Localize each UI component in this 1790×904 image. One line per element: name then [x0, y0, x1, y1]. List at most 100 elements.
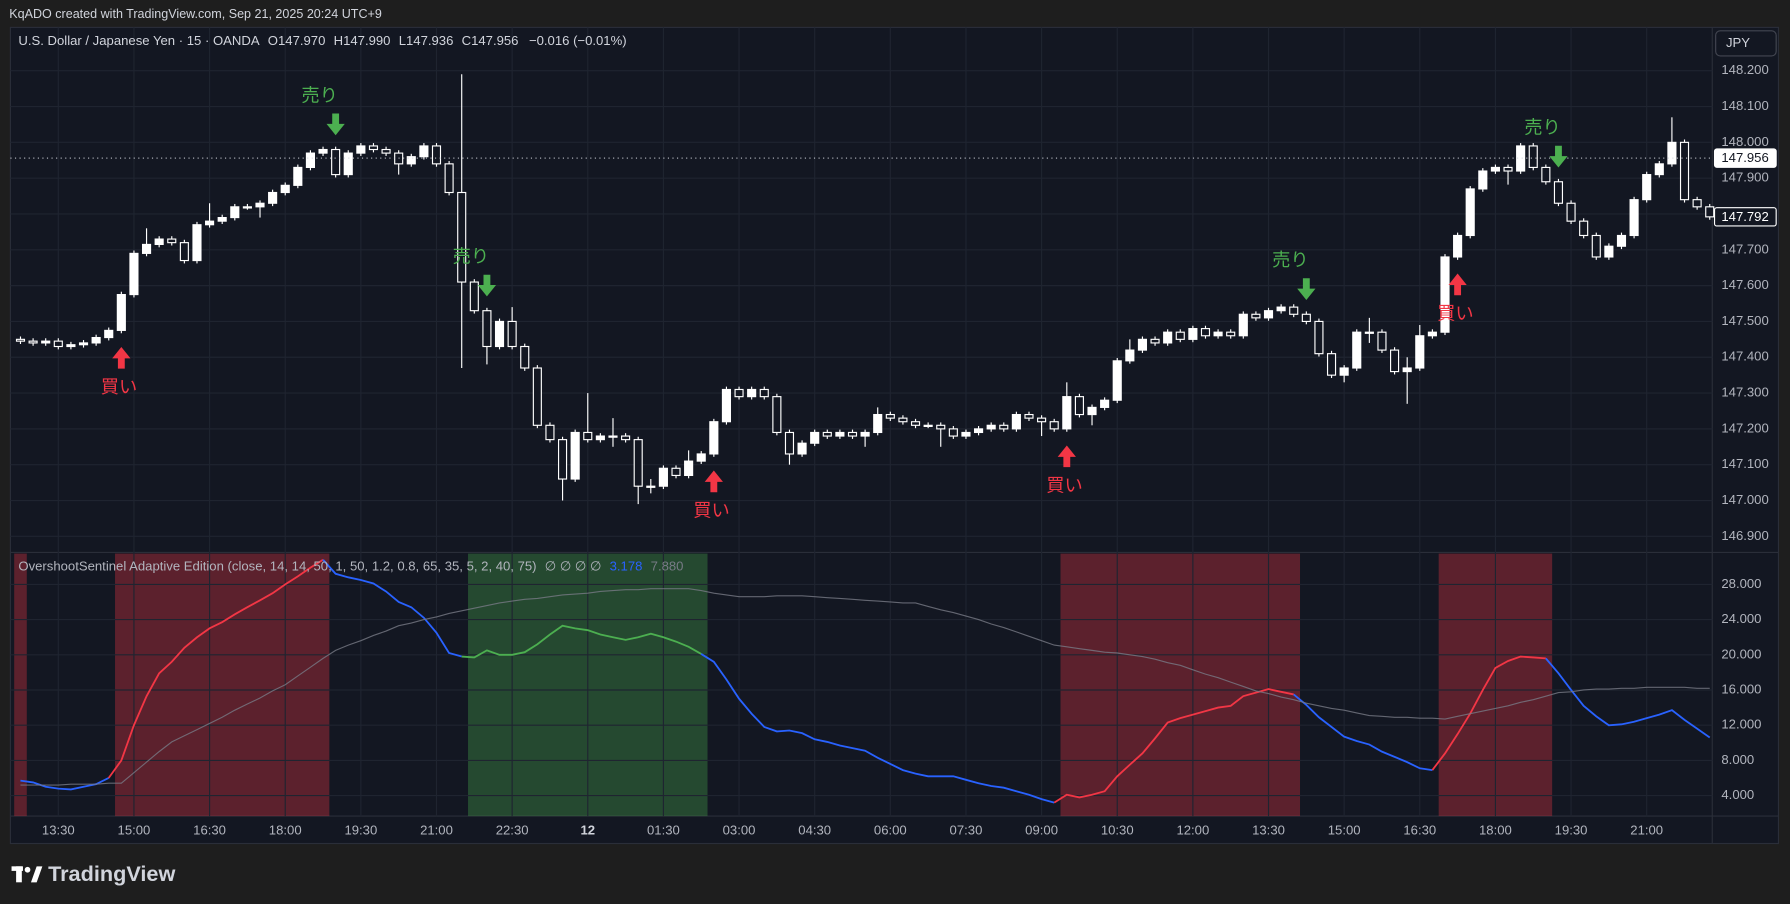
x-tick-label: 15:00 [118, 822, 151, 837]
candle-body [910, 421, 921, 426]
y-tick-label: 148.200 [1721, 62, 1768, 77]
x-tick-label: 15:00 [1328, 822, 1361, 837]
candle-body [520, 345, 530, 369]
candle-body [293, 166, 303, 186]
x-tick-label: 19:30 [1555, 822, 1588, 837]
candle-body [1553, 181, 1564, 204]
y-tick-label: 147.500 [1721, 313, 1768, 328]
y-tick-label: 20.000 [1721, 646, 1761, 661]
candle-body [822, 431, 832, 437]
candle-body [684, 460, 694, 477]
candle-body [507, 320, 517, 348]
signal-arrow [112, 346, 131, 369]
signal-arrow [1297, 278, 1316, 300]
candle-body [784, 431, 795, 455]
candle-body [1440, 256, 1450, 333]
candle-body [1087, 406, 1097, 416]
indicator-line [107, 558, 324, 779]
candle-body [948, 428, 958, 437]
x-tick-label: 03:00 [723, 822, 756, 837]
signal-arrow [1549, 145, 1568, 168]
y-tick-label: 147.000 [1721, 492, 1768, 507]
candle-body [1629, 199, 1639, 237]
y-tick-label: 147.200 [1721, 420, 1768, 435]
indicator-line [461, 624, 702, 659]
candle-body [936, 424, 946, 430]
candle-body [406, 156, 416, 165]
candle-body [810, 431, 820, 444]
candle-body [734, 388, 744, 398]
indicator-line [20, 588, 1710, 786]
candle-body [532, 367, 542, 426]
currency-box[interactable] [1715, 30, 1777, 57]
candle-body [1516, 145, 1526, 172]
candle-body [847, 431, 858, 437]
candle-body [167, 238, 177, 244]
candle-body [494, 320, 505, 348]
candle-body [1591, 234, 1601, 258]
candle-body [116, 294, 126, 331]
candle-body [444, 163, 454, 194]
x-tick-label: 22:30 [496, 822, 529, 837]
y-tick-label: 8.000 [1721, 752, 1754, 767]
y-tick-label: 148.100 [1721, 98, 1768, 113]
candle-body [305, 152, 315, 169]
candle-body [621, 435, 631, 441]
candle-body [1642, 174, 1652, 201]
candle-body [974, 428, 984, 434]
candle-body [1352, 331, 1362, 369]
candle-body [860, 431, 870, 437]
candle-body [696, 453, 706, 462]
candle-body [331, 148, 341, 176]
y-tick-label: 147.300 [1721, 385, 1768, 400]
candle-body [1453, 234, 1463, 258]
candle-body [41, 340, 51, 344]
candle-body [28, 340, 38, 344]
candle-body [1667, 141, 1677, 165]
candle-body [1390, 349, 1400, 373]
candle-body [557, 439, 568, 480]
candle-body [242, 206, 252, 209]
ohlc-value: 147.956 [471, 34, 518, 49]
candle-body [923, 424, 933, 428]
x-tick-label: 12:00 [1176, 822, 1209, 837]
y-tick-label: 16.000 [1721, 681, 1761, 696]
candle-body [280, 184, 290, 194]
ohlc-label: L [399, 34, 406, 49]
candle-body [1339, 367, 1349, 376]
candle-body [1024, 413, 1034, 419]
candle-body [66, 344, 76, 348]
candle-body [835, 431, 845, 437]
price-legend: U.S. Dollar / Japanese Yen · 15 · OANDA … [18, 34, 626, 49]
candle-body [1112, 360, 1122, 401]
candle-body [356, 145, 366, 154]
candle-body [1692, 199, 1702, 208]
readout: 7.880 [651, 559, 684, 574]
candle-body [646, 485, 656, 488]
y-tick-label: 147.700 [1721, 241, 1768, 256]
ohlc-value: 147.936 [406, 34, 453, 49]
ohlc-value: 147.970 [278, 34, 325, 49]
candle-body [141, 243, 152, 254]
ohlc-label: O [268, 34, 278, 49]
x-tick-label: 13:30 [42, 822, 75, 837]
currency[interactable]: JPY [1726, 35, 1750, 50]
candle-body [1402, 367, 1412, 373]
x-tick-label: 18:00 [1479, 822, 1512, 837]
x-tick-label: 16:30 [193, 822, 226, 837]
candle-body [1074, 396, 1084, 416]
candle-body [179, 242, 189, 262]
x-tick-label: 06:00 [874, 822, 907, 837]
candle-body [633, 439, 643, 487]
y-tick-label: 147.900 [1721, 170, 1768, 185]
x-tick-label: 16:30 [1403, 822, 1436, 837]
price-label-box [1713, 207, 1777, 227]
signal-label: 売り [1272, 249, 1309, 270]
candle-body [368, 145, 379, 151]
candle-body [1604, 245, 1614, 258]
indicator-legend: OvershootSentinel Adaptive Edition (clos… [18, 559, 683, 574]
candle-body [759, 388, 769, 398]
signal-label: 買い [1437, 302, 1474, 323]
y-tick-label: 147.100 [1721, 456, 1768, 471]
